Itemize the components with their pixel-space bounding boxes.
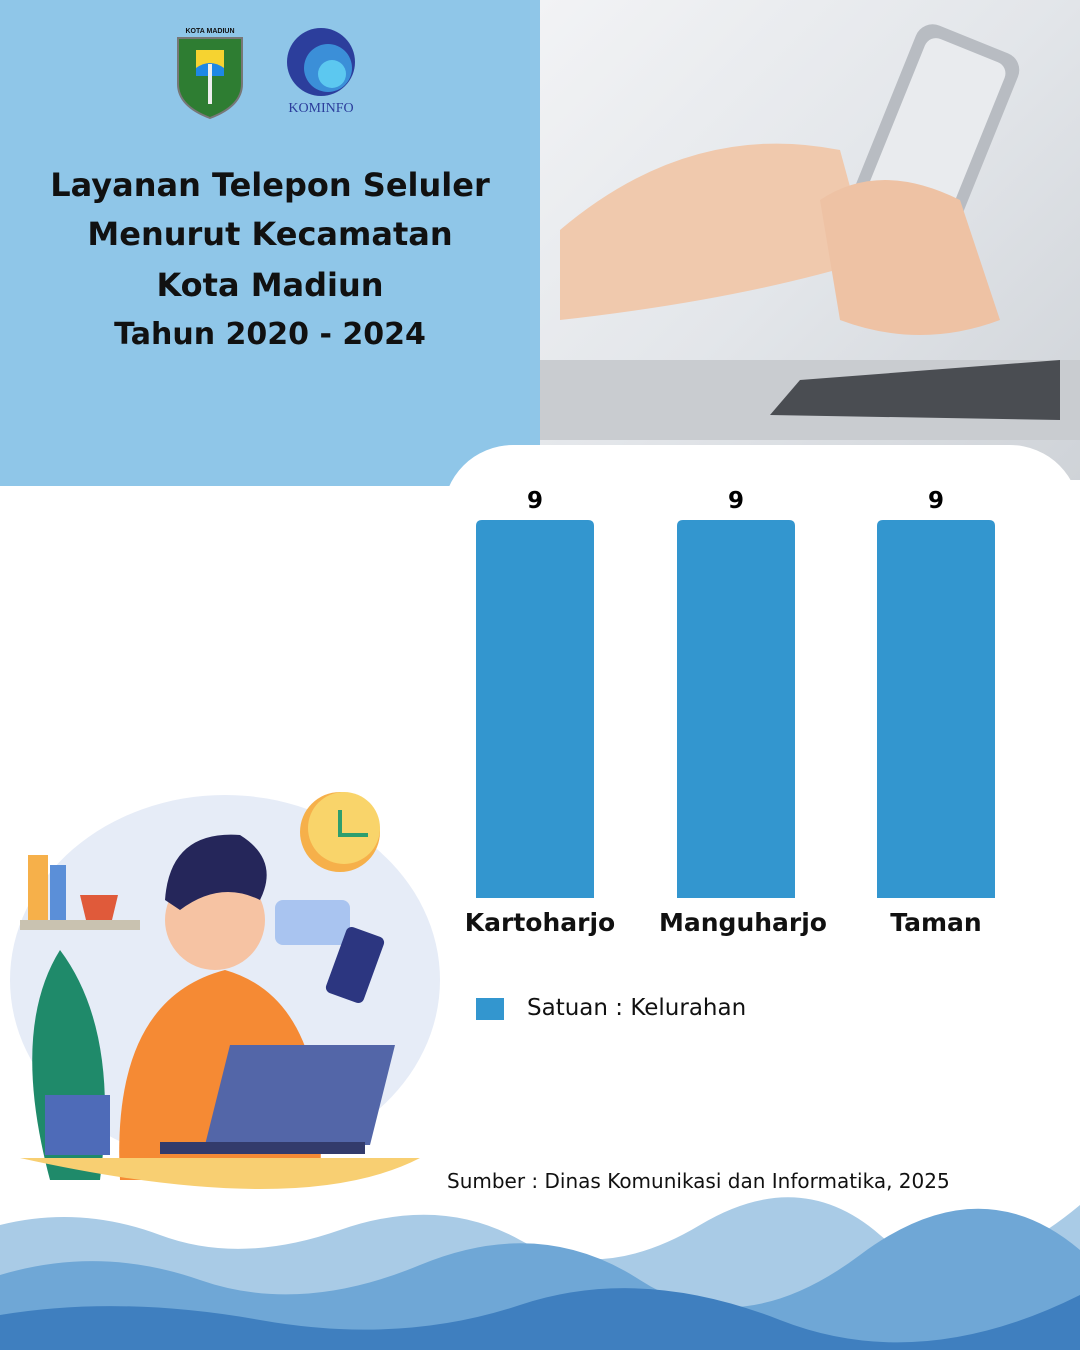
data-label-kartoharjo: 9: [527, 488, 543, 514]
data-label-taman: 9: [928, 488, 944, 514]
title-year: Tahun 2020 - 2024: [114, 317, 426, 352]
x-label-taman: Taman: [890, 908, 982, 937]
bar-manguharjo: [677, 520, 795, 898]
x-label-manguharjo: Manguharjo: [659, 908, 827, 937]
phone-laptop-photo: [540, 0, 1080, 480]
person-with-phone-illustration: [10, 792, 440, 1189]
source-note: Sumber : Dinas Komunikasi dan Informatik…: [447, 1169, 950, 1193]
data-label-manguharjo: 9: [728, 488, 744, 514]
title-line-2: Menurut Kecamatan: [87, 215, 453, 253]
title-line-3: Kota Madiun: [156, 266, 384, 304]
x-label-kartoharjo: Kartoharjo: [464, 908, 616, 937]
svg-text:KOTA MADIUN: KOTA MADIUN: [186, 28, 235, 35]
bar-taman: [877, 520, 995, 898]
bar-kartoharjo: [476, 520, 594, 898]
kominfo-logo: KOMINFO: [287, 28, 355, 116]
legend-label: Satuan : Kelurahan: [527, 995, 747, 1021]
svg-text:KOMINFO: KOMINFO: [288, 101, 353, 116]
header-panel: [0, 0, 540, 486]
legend-swatch: [476, 998, 504, 1020]
wave-footer: [0, 1197, 1080, 1350]
kota-madiun-logo: KOTA MADIUN: [177, 28, 243, 120]
title-line-1: Layanan Telepon Seluler: [50, 166, 490, 204]
